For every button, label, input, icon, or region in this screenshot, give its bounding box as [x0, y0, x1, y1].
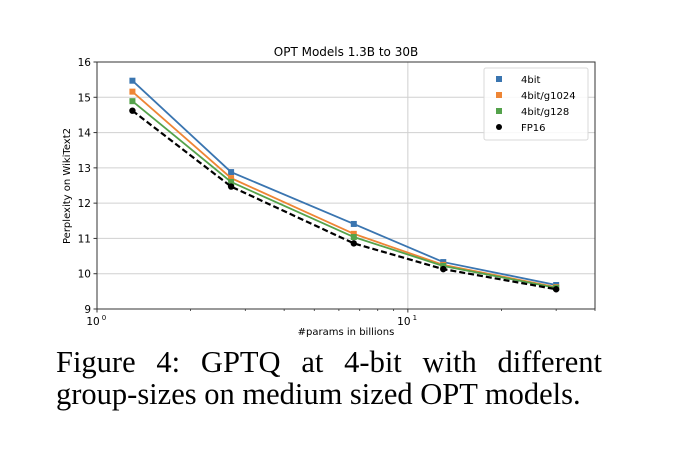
legend-label: 4bit/g1024: [521, 91, 576, 102]
data-point: [228, 169, 235, 176]
legend-marker: [496, 76, 502, 82]
data-point: [350, 220, 357, 227]
data-point: [350, 240, 357, 247]
legend-item: 4bit/g1024: [496, 91, 576, 102]
series-layer: [129, 77, 560, 293]
x-tick-label: 10: [397, 316, 410, 328]
y-tick-label: 12: [78, 198, 91, 210]
data-point: [227, 183, 235, 190]
data-point: [129, 88, 136, 95]
figure-caption: Figure 4: GPTQ at 4-bit with different g…: [56, 346, 602, 410]
legend-marker: [496, 92, 502, 98]
y-tick-label: 11: [78, 233, 91, 245]
y-tick-label: 14: [78, 128, 92, 140]
y-tick-label: 16: [78, 57, 92, 69]
data-point: [228, 178, 235, 185]
data-point: [552, 286, 560, 293]
y-tick-label: 15: [78, 92, 91, 104]
y-axis-label: Perplexity on WikiText2: [62, 128, 73, 244]
data-point: [129, 107, 136, 114]
legend-label: 4bit: [521, 75, 540, 86]
legend-label: FP16: [521, 123, 546, 134]
x-tick-label: 10: [86, 316, 99, 328]
caption-line-1: Figure 4: GPTQ at 4-bit with different: [56, 345, 602, 379]
legend-marker: [496, 124, 502, 130]
x-tick-exponent: 0: [102, 314, 106, 322]
data-point: [129, 77, 136, 84]
legend-box: [483, 67, 589, 141]
legend: 4bit 4bit/g1024 4bit/g128 FP16: [483, 67, 589, 141]
x-axis-label: #params in billions: [298, 327, 395, 338]
data-point: [350, 230, 357, 237]
series-line: [131, 109, 557, 291]
data-point: [350, 234, 357, 241]
legend-item: 4bit: [496, 75, 540, 86]
data-point: [440, 265, 447, 273]
x-tick-exponent: 1: [413, 314, 417, 322]
chart-title: OPT Models 1.3B to 30B: [274, 45, 418, 59]
caption-line-2: group-sizes on medium sized OPT models.: [56, 377, 581, 411]
y-tick-label: 10: [78, 269, 91, 281]
y-tick-label: 13: [78, 163, 91, 175]
legend-item: 4bit/g128: [496, 107, 569, 118]
data-point: [129, 98, 136, 105]
legend-item: FP16: [496, 123, 546, 134]
legend-marker: [496, 108, 502, 114]
legend-label: 4bit/g128: [521, 107, 569, 118]
plot-frame: [96, 61, 596, 310]
series-fp16: [129, 107, 560, 293]
y-tick-label: 9: [84, 304, 91, 316]
data-point: [228, 175, 235, 182]
